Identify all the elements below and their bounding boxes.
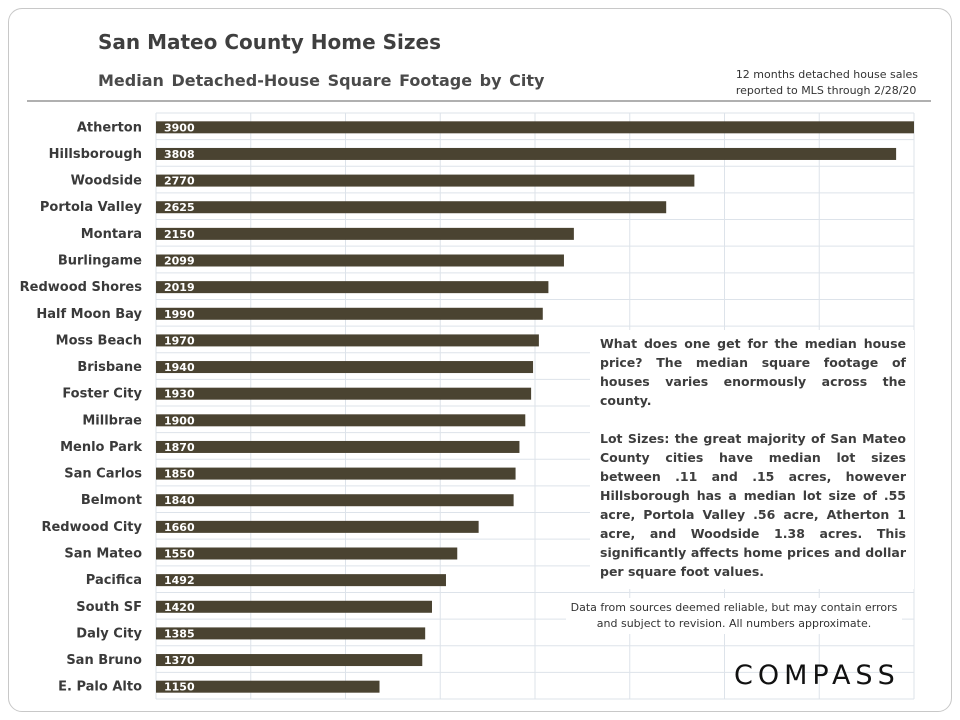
commentary-paragraph-1: What does one get for the median house p… — [600, 336, 906, 408]
category-label: San Carlos — [64, 467, 142, 482]
bar — [156, 654, 423, 667]
data-label: 2770 — [164, 175, 195, 188]
category-label: San Mateo — [64, 547, 142, 562]
data-label: 1492 — [164, 574, 195, 587]
data-label: 1550 — [164, 548, 195, 561]
data-label: 2625 — [164, 201, 195, 214]
category-label: Moss Beach — [56, 333, 142, 348]
data-label: 3900 — [164, 121, 195, 134]
category-label: Burlingame — [58, 254, 142, 269]
compass-logo: COMPASS — [734, 660, 900, 691]
category-label: Millbrae — [82, 413, 142, 428]
bar — [156, 574, 446, 587]
category-label: Brisbane — [77, 360, 142, 375]
category-label: Daly City — [76, 626, 142, 641]
bar — [156, 281, 549, 294]
bar — [156, 414, 526, 427]
commentary-paragraph-2: Lot Sizes: the great majority of San Mat… — [600, 431, 906, 579]
category-label: Atherton — [77, 120, 142, 135]
category-label: Redwood Shores — [20, 280, 143, 295]
data-label: 1385 — [164, 627, 195, 640]
bar — [156, 121, 914, 134]
note-line-2: reported to MLS through 2/28/20 — [735, 84, 917, 97]
category-label: San Bruno — [66, 653, 142, 668]
disclaimer-line-2: and subject to revision. All numbers app… — [596, 617, 872, 630]
disclaimer-line-1: Data from sources deemed reliable, but m… — [570, 601, 898, 614]
header-divider — [27, 100, 931, 102]
chart-subtitle: Median Detached-House Square Footage by … — [98, 71, 545, 90]
category-label: Hillsborough — [49, 147, 142, 162]
data-label: 1420 — [164, 601, 195, 614]
data-label: 1370 — [164, 654, 195, 667]
bar — [156, 307, 543, 320]
disclaimer: Data from sources deemed reliable, but m… — [566, 598, 902, 634]
data-label: 1870 — [164, 441, 195, 454]
commentary-box: What does one get for the median house p… — [590, 330, 914, 589]
category-label: Montara — [81, 227, 142, 242]
bar — [156, 361, 534, 374]
data-label: 2099 — [164, 255, 195, 268]
data-label: 1930 — [164, 388, 195, 401]
chart-title: San Mateo County Home Sizes — [98, 30, 441, 54]
category-label: South SF — [76, 600, 142, 615]
bar — [156, 520, 479, 533]
bar — [156, 227, 574, 240]
data-label: 3808 — [164, 148, 195, 161]
data-label: 1840 — [164, 494, 195, 507]
data-label: 1900 — [164, 414, 195, 427]
bar — [156, 600, 432, 613]
category-label: Portola Valley — [40, 200, 143, 215]
data-period-note: 12 months detached house sales reported … — [736, 67, 918, 99]
data-label: 1150 — [164, 681, 195, 694]
category-label: Pacifica — [86, 573, 142, 588]
data-label: 1940 — [164, 361, 195, 374]
category-label: Belmont — [81, 493, 142, 508]
category-label: Redwood City — [41, 520, 142, 535]
bar — [156, 254, 564, 267]
bar — [156, 201, 667, 214]
note-line-1: 12 months detached house sales — [735, 68, 918, 81]
category-label: Menlo Park — [60, 440, 142, 455]
category-label: Foster City — [62, 387, 142, 402]
bar — [156, 467, 516, 480]
bar — [156, 494, 514, 507]
category-label: Woodside — [71, 174, 143, 189]
bar — [156, 440, 520, 453]
bar — [156, 680, 380, 693]
category-label: Half Moon Bay — [36, 307, 142, 322]
bar — [156, 627, 426, 640]
data-label: 2019 — [164, 281, 195, 294]
bar — [156, 174, 695, 187]
bar — [156, 387, 532, 400]
bar — [156, 547, 458, 560]
bar — [156, 334, 539, 347]
category-label: E. Palo Alto — [58, 680, 142, 695]
data-label: 2150 — [164, 228, 195, 241]
data-label: 1660 — [164, 521, 195, 534]
data-label: 1850 — [164, 468, 195, 481]
data-label: 1970 — [164, 334, 195, 347]
bar — [156, 147, 897, 160]
data-label: 1990 — [164, 308, 195, 321]
